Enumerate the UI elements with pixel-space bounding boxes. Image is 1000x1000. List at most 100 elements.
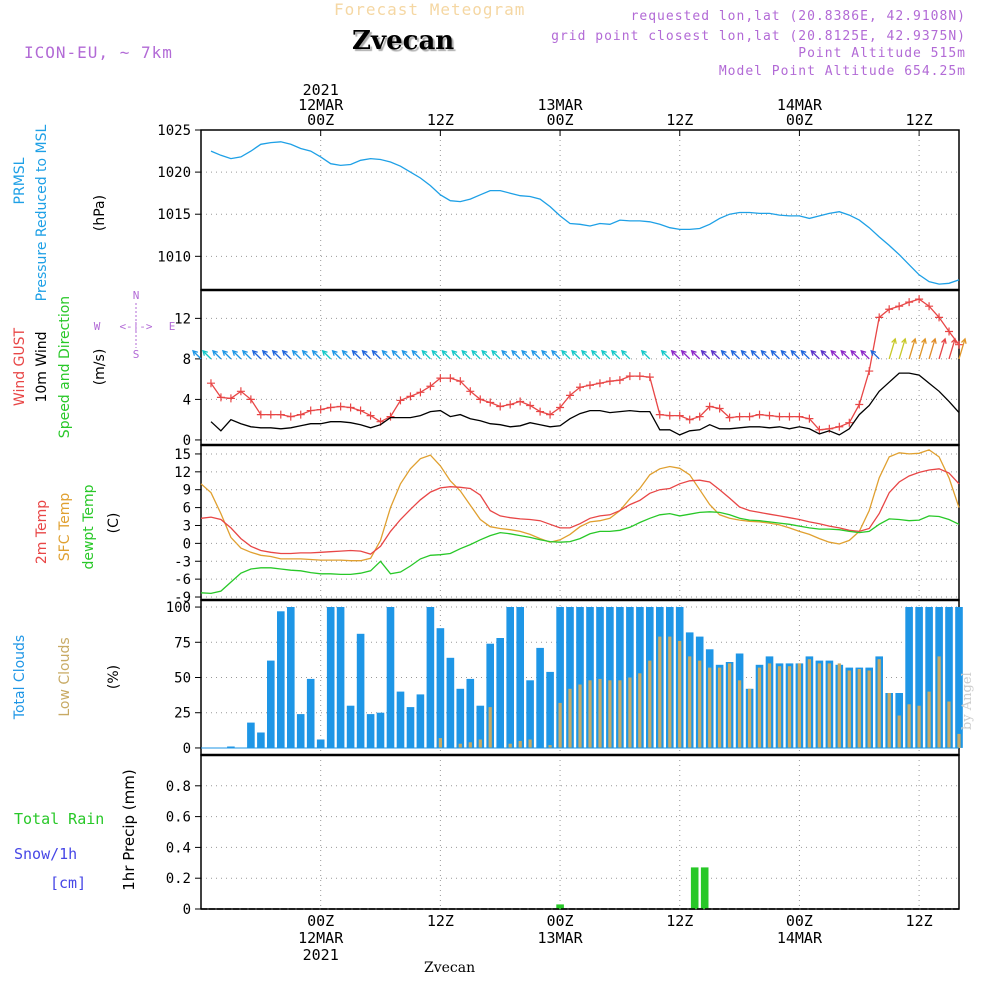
gust-marker: [526, 401, 535, 410]
low-cloud-bar: [847, 670, 851, 748]
wind-arrow-shaft: [282, 350, 292, 360]
bottom-time-label: 12Z: [427, 912, 454, 930]
gust-marker: [566, 391, 575, 400]
gust-marker: [835, 422, 844, 431]
wind-arrow: [491, 349, 501, 360]
wind-arrow-shaft: [958, 338, 966, 360]
low-cloud-bar: [827, 663, 831, 748]
rain-bar: [700, 867, 709, 909]
low-cloud-bar: [837, 663, 841, 748]
bottom-time-label: 00Z: [786, 912, 813, 930]
wind-arrow: [690, 349, 701, 360]
wind-arrow-shaft: [421, 350, 431, 360]
wind-arrow: [958, 337, 967, 360]
wind-arrow: [521, 349, 531, 360]
wind-arrow-shaft: [918, 338, 926, 360]
wind-arrow-head: [960, 337, 967, 344]
wind-arrow: [261, 349, 272, 360]
ytick-label: 50: [174, 671, 191, 687]
wind-arrow-head: [680, 349, 687, 356]
total-cloud-bar: [306, 678, 315, 748]
wind-arrow-head: [531, 349, 538, 356]
low-cloud-bar: [588, 680, 592, 748]
gust-marker: [815, 425, 824, 434]
meteogram-title: Forecast Meteogram: [334, 0, 526, 19]
low-cloud-bar: [468, 742, 472, 748]
wind-arrow-shaft: [302, 350, 312, 360]
rain-bar: [556, 904, 564, 909]
wind-arrow: [541, 349, 551, 360]
wind-arrow-shaft: [840, 350, 850, 360]
wind-arrow: [620, 349, 631, 360]
wind-arrow-head: [730, 349, 737, 356]
total-cloud-bar: [626, 607, 634, 748]
wind-arrow: [551, 349, 561, 360]
wind-arrow-shaft: [681, 350, 691, 360]
wind-arrow-shaft: [591, 350, 601, 360]
low-cloud-bar: [927, 691, 931, 748]
gust-marker: [855, 400, 864, 409]
total-cloud-bar: [287, 607, 295, 748]
total-cloud-bar: [476, 705, 485, 748]
gust-marker: [456, 377, 465, 386]
wind-arrow-head: [740, 349, 747, 356]
wind-arrow-head: [261, 349, 268, 356]
wind-arrow-shaft: [242, 350, 252, 360]
wind-arrow: [241, 349, 252, 360]
wind-arrow-head: [391, 349, 398, 356]
dewpoint-line: [200, 511, 960, 595]
total-cloud-bar: [955, 607, 963, 748]
gust-marker: [356, 406, 365, 415]
wind-arrow-shaft: [312, 350, 322, 360]
wind-arrow-head: [620, 349, 627, 356]
gust-marker: [346, 403, 355, 412]
total-cloud-bar: [556, 607, 564, 748]
cloud-ylabel: Total Clouds: [12, 635, 28, 720]
wind-arrow-shaft: [401, 350, 411, 360]
wind-arrow-shaft: [850, 350, 860, 360]
ytick-label: -6: [174, 572, 191, 588]
wind-arrow-shaft: [751, 350, 760, 360]
low-cloud-bar: [897, 715, 901, 748]
gust-marker: [635, 372, 644, 381]
total-cloud-bar: [257, 732, 265, 748]
wind-arrow-shaft: [800, 350, 810, 360]
gust-marker: [366, 411, 375, 420]
low-cloud-bar: [857, 669, 861, 748]
gust-marker: [576, 383, 584, 392]
wind-arrow-head: [381, 349, 388, 356]
wind-arrow-head: [271, 349, 278, 356]
wind-arrow-head: [640, 349, 647, 356]
gust-marker: [885, 305, 894, 314]
wind-arrow-head: [720, 349, 727, 356]
wind-arrow: [581, 349, 591, 360]
snow-label: Snow/1h: [14, 845, 77, 863]
gust-marker: [396, 396, 405, 405]
low-cloud-bar: [488, 707, 492, 748]
wind-arrow-shaft: [928, 338, 936, 360]
ytick-label: 1020: [157, 165, 191, 181]
wind-arrow-head: [800, 349, 807, 356]
temp-ylabel: SFC Temp: [57, 493, 73, 562]
wind-arrow-head: [860, 349, 867, 356]
wind-arrow: [680, 349, 691, 360]
top-time-label: 00Z: [547, 111, 574, 129]
wind-arrow-head: [810, 349, 817, 356]
gust-marker: [915, 295, 924, 304]
wind-arrow-head: [541, 349, 548, 356]
wind-arrow-shaft: [771, 350, 780, 360]
wind-arrow-head: [750, 349, 757, 356]
total-cloud-bar: [606, 607, 614, 748]
low-cloud-bar: [568, 688, 572, 748]
gust-marker: [625, 372, 634, 381]
wind-arrow-shaft: [252, 350, 262, 360]
total-cloud-bar: [496, 638, 504, 748]
low-cloud-bar: [508, 743, 512, 748]
wind-arrow-head: [371, 349, 378, 356]
ytick-label: 12: [174, 465, 191, 481]
gust-marker: [556, 403, 565, 412]
wind-arrow: [321, 349, 332, 360]
gust-marker: [266, 410, 275, 419]
wind-arrow-shaft: [830, 350, 840, 360]
wind-arrow: [371, 349, 381, 360]
